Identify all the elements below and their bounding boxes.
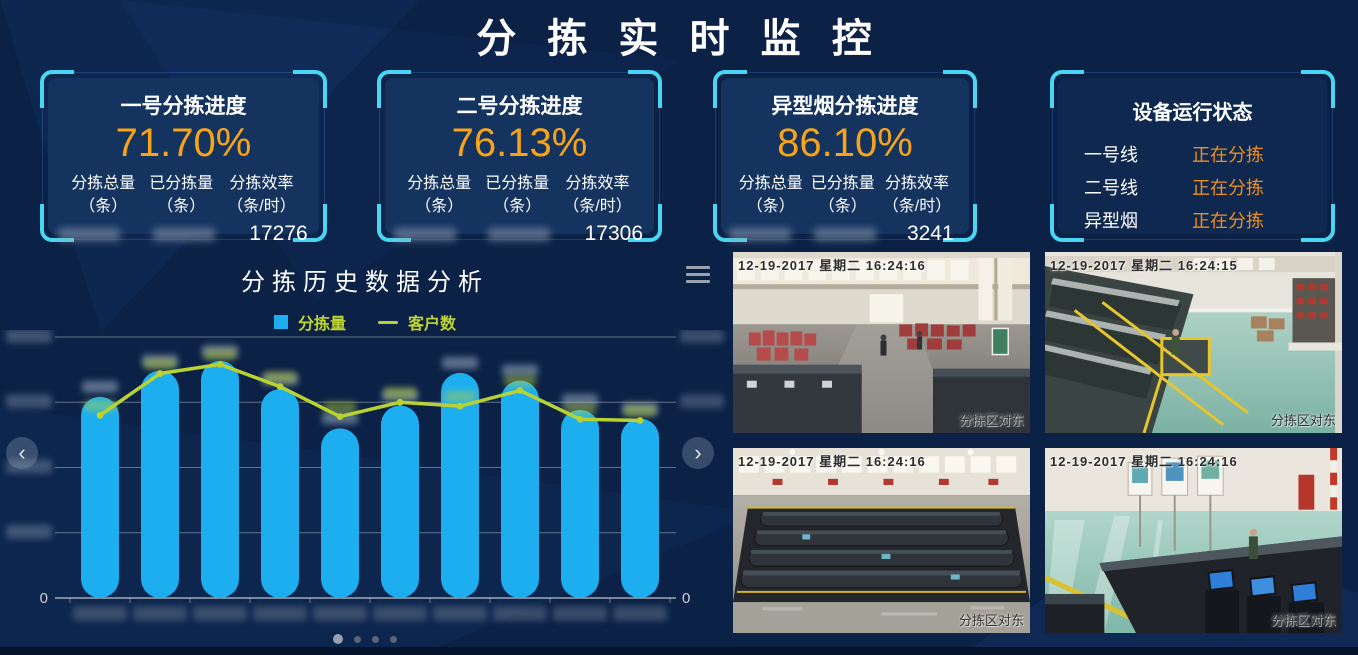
metric-label: 分拣效率 （条/时） (563, 175, 632, 216)
metric-value: 17276 (249, 222, 308, 246)
camera-timestamp: 12-19-2017 星期二 16:24:15 (1050, 258, 1238, 273)
camera-caption: 分拣区对东 (958, 613, 1024, 628)
legend-line-swatch (378, 320, 398, 324)
legend-label-bars: 分拣量 (297, 316, 346, 333)
progress-card-line1: 一号分拣进度 71.70% 分拣总量 （条） 已分拣量 （条） 分拣效率 （条/时） … (40, 70, 327, 245)
card-title: 一号分拣进度 (120, 95, 247, 118)
legend-label-line: 客户数 (408, 316, 457, 333)
device-status-card: 设备运行状态 一号线 正在分拣 二号线 正在分拣 异型烟 正在分拣 (1050, 70, 1335, 242)
line-label: 一号线 (1084, 145, 1138, 165)
progress-percent: 86.10% (777, 121, 913, 165)
status-badge: 正在分拣 (1192, 178, 1264, 198)
hamburger-menu-icon[interactable] (686, 266, 710, 287)
metric-label: 已分拣量 （条） (810, 175, 875, 216)
camera-timestamp: 12-19-2017 星期二 16:24:16 (738, 454, 926, 469)
camera-feed-4: 12-19-2017 星期二 16:24:16 分拣区对东 (1045, 448, 1342, 633)
camera-feed-4-image (1045, 448, 1342, 633)
carousel-next-button[interactable]: › (682, 437, 714, 469)
camera-feed-3: 12-19-2017 星期二 16:24:16 分拣区对东 (733, 448, 1030, 633)
carousel-prev-button[interactable]: ‹ (6, 437, 38, 469)
redacted-value (479, 227, 559, 242)
carousel-dot[interactable] (390, 635, 397, 643)
line-label: 异型烟 (1084, 211, 1138, 231)
svg-text:0: 0 (682, 590, 690, 607)
legend-bar-swatch (273, 315, 288, 329)
metric-value: 3241 (906, 222, 954, 246)
redacted-value (48, 227, 129, 242)
frame-border (1052, 72, 1333, 240)
bottom-bar (0, 647, 1358, 655)
carousel-dot[interactable] (333, 634, 343, 644)
camera-feed-1: 12-19-2017 星期二 16:24:16 分拣区对东 (733, 252, 1030, 433)
status-badge: 正在分拣 (1192, 211, 1264, 231)
camera-timestamp: 12-19-2017 星期二 16:24:16 (738, 258, 926, 273)
metric-value: 17306 (584, 222, 644, 246)
camera-feed-3-image (733, 448, 1030, 633)
chart-title: 分拣历史数据分析 (241, 269, 489, 296)
status-row: 异型烟 正在分拣 (1058, 201, 1327, 234)
carousel-dot[interactable] (354, 635, 361, 643)
card-title: 设备运行状态 (1132, 102, 1253, 124)
progress-percent: 71.70% (115, 121, 252, 165)
metric-label: 已分拣量 （条） (149, 175, 214, 216)
metric-label: 分拣效率 （条/时） (882, 175, 952, 216)
redacted-value (143, 227, 224, 242)
carousel-dots (0, 634, 730, 644)
camera-feed-2-image (1045, 252, 1342, 433)
carousel-dot[interactable] (372, 635, 379, 643)
line-label: 二号线 (1084, 178, 1138, 198)
status-row: 一号线 正在分拣 (1058, 135, 1327, 168)
camera-caption: 分拣区对东 (1270, 413, 1336, 428)
status-row: 二号线 正在分拣 (1058, 168, 1327, 201)
card-title: 二号分拣进度 (456, 95, 583, 118)
camera-caption: 分拣区对东 (958, 413, 1024, 428)
camera-caption: 分拣区对东 (1270, 613, 1336, 628)
metric-label: 分拣总量 （条） (407, 175, 472, 216)
redacted-value (721, 227, 798, 242)
metric-label: 已分拣量 （条） (485, 175, 550, 216)
progress-card-line2: 二号分拣进度 76.13% 分拣总量 （条） 已分拣量 （条） 分拣效率 （条/时） … (377, 70, 662, 245)
metric-label: 分拣总量 （条） (738, 175, 803, 216)
status-badge: 正在分拣 (1192, 145, 1264, 165)
progress-percent: 76.13% (451, 121, 588, 165)
camera-feed-2: 12-19-2017 星期二 16:24:15 分拣区对东 (1045, 252, 1342, 433)
svg-text:0: 0 (40, 590, 48, 607)
chart-legend[interactable]: 分拣量 客户数 (0, 310, 730, 334)
redacted-value (806, 227, 883, 242)
page-title: 分 拣 实 时 监 控 (476, 17, 882, 61)
redacted-value (385, 227, 465, 242)
metric-label: 分拣总量 （条） (71, 175, 136, 216)
camera-timestamp: 12-19-2017 星期二 16:24:16 (1050, 454, 1238, 469)
camera-feed-1-image (733, 252, 1030, 433)
progress-card-special: 异型烟分拣进度 86.10% 分拣总量 （条） 已分拣量 （条） 分拣效率 （条/时）… (713, 70, 977, 245)
card-title: 异型烟分拣进度 (771, 95, 919, 118)
metric-label: 分拣效率 （条/时） (227, 175, 296, 216)
